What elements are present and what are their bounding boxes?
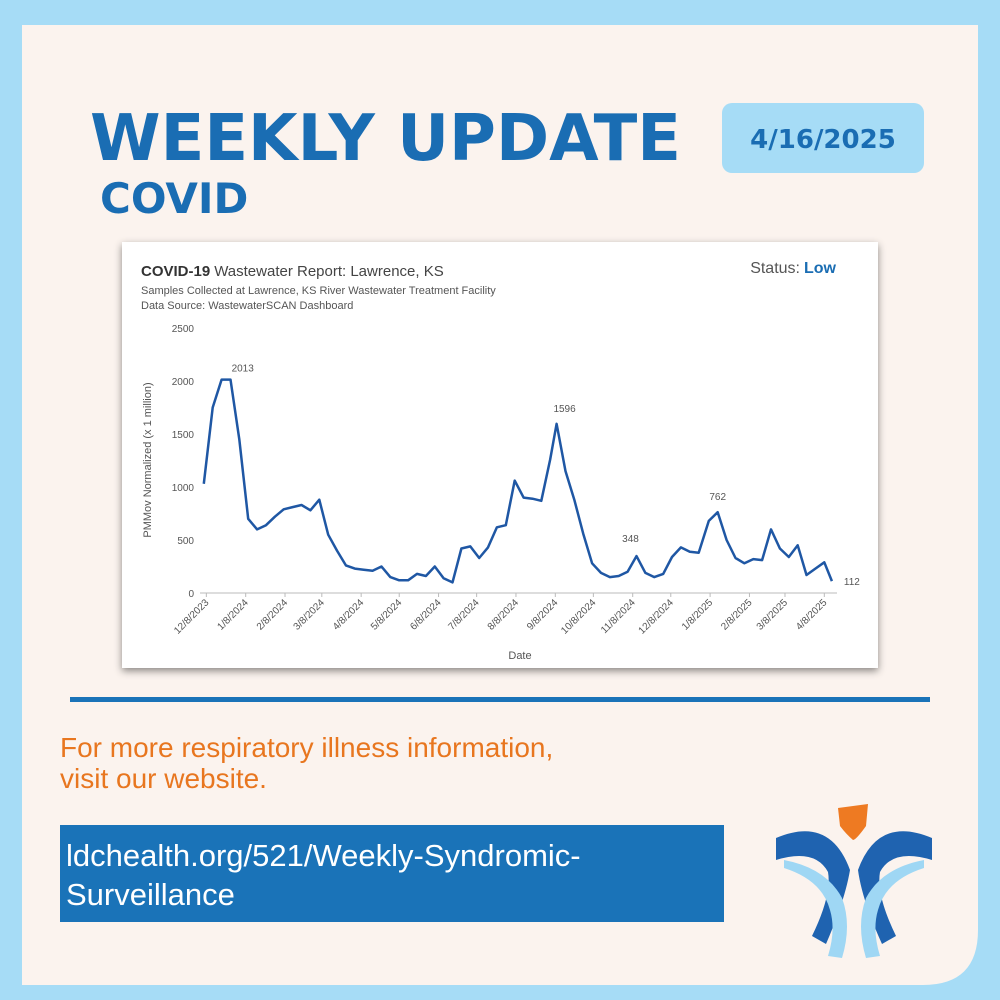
title: WEEKLY UPDATE	[90, 102, 681, 176]
chart-title-bold: COVID-19	[141, 263, 210, 280]
chart-panel	[122, 242, 878, 668]
link-line-2: Surveillance	[66, 877, 235, 912]
link-line-1: ldchealth.org/521/Weekly-Syndromic-	[66, 838, 581, 873]
y-tick-label: 0	[188, 589, 194, 600]
date: 4/16/2025	[750, 125, 896, 155]
y-tick-label: 1500	[172, 430, 195, 441]
data-label: 112	[844, 577, 860, 588]
status-value: Low	[804, 260, 837, 277]
chart-title: COVID-19 Wastewater Report: Lawrence, KS	[141, 263, 444, 280]
subtitle: COVID	[100, 174, 248, 223]
y-tick-label: 2500	[172, 324, 195, 335]
link-box	[60, 825, 724, 922]
status: Status: Low	[750, 260, 836, 277]
data-label: 2013	[232, 364, 255, 375]
y-tick-label: 500	[177, 536, 194, 547]
data-label: 348	[622, 534, 639, 545]
chart-subtitle: Samples Collected at Lawrence, KS River …	[141, 285, 496, 297]
status-label: Status:	[750, 260, 800, 277]
chart-source: Data Source: WastewaterSCAN Dashboard	[141, 300, 353, 312]
x-axis-label: Date	[508, 650, 531, 662]
data-line	[202, 378, 834, 584]
chart-title-rest: Wastewater Report: Lawrence, KS	[214, 263, 444, 280]
data-label: 762	[709, 492, 726, 503]
info-line-1: For more respiratory illness information…	[60, 732, 553, 763]
logo	[776, 804, 932, 958]
info-line-2: visit our website.	[60, 763, 267, 794]
date-box	[722, 103, 924, 173]
divider	[70, 697, 930, 702]
y-tick-label: 1000	[172, 483, 195, 494]
y-axis-label: PMMov Normalized (x 1 million)	[142, 382, 154, 537]
y-tick-label: 2000	[172, 377, 195, 388]
data-label: 1596	[553, 404, 576, 415]
